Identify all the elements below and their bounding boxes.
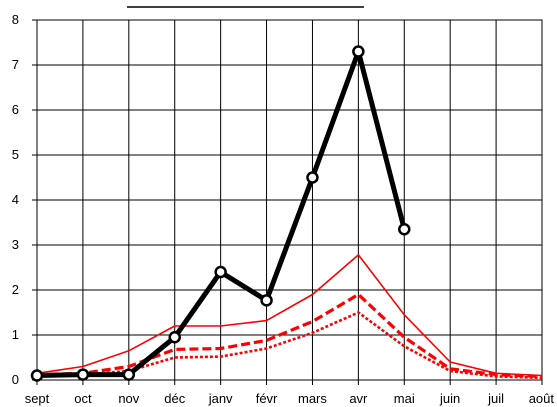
x-tick-label: août xyxy=(529,391,555,406)
series-1-point xyxy=(260,294,273,307)
y-tick-label: 6 xyxy=(12,102,19,117)
series-1-point xyxy=(398,223,411,236)
y-tick-label: 7 xyxy=(12,57,19,72)
series-line-2 xyxy=(36,254,543,377)
x-tick-label: juil xyxy=(487,391,504,406)
y-tick-labels: 0 1 2 3 4 5 6 7 8 xyxy=(12,12,19,387)
series-1-point xyxy=(122,368,136,381)
series-1-point xyxy=(306,171,319,184)
y-tick-label: 2 xyxy=(12,282,19,297)
x-tick-label: mars xyxy=(298,391,327,406)
series-line-3 xyxy=(36,292,543,378)
series-group xyxy=(30,45,543,382)
series-1-point xyxy=(168,331,181,344)
y-tick-label: 5 xyxy=(12,147,19,162)
series-1-point xyxy=(30,369,44,382)
x-tick-label: sept xyxy=(25,391,50,406)
series-line-4 xyxy=(36,311,543,380)
plot-frame xyxy=(36,19,543,381)
y-tick-label: 3 xyxy=(12,237,19,252)
x-tick-label: déc xyxy=(164,391,185,406)
y-tick-label: 4 xyxy=(12,192,19,207)
x-tick-label: mai xyxy=(394,391,415,406)
series-1-point xyxy=(352,45,365,58)
y-tick-label: 8 xyxy=(12,12,19,27)
x-tick-label: juin xyxy=(439,391,460,406)
axes xyxy=(32,19,543,385)
series-1-point xyxy=(76,368,90,381)
x-tick-labels: sept oct nov déc janv févr mars avr mai juin juil a… xyxy=(25,391,555,406)
y-tick-label: 0 xyxy=(12,372,19,387)
x-tick-label: févr xyxy=(256,391,278,406)
x-tick-label: oct xyxy=(74,391,92,406)
x-tick-label: avr xyxy=(349,391,368,406)
y-tick-label: 1 xyxy=(12,327,19,342)
series-1-point xyxy=(214,265,227,279)
x-tick-label: janv xyxy=(208,391,233,406)
x-tick-label: nov xyxy=(118,391,139,406)
